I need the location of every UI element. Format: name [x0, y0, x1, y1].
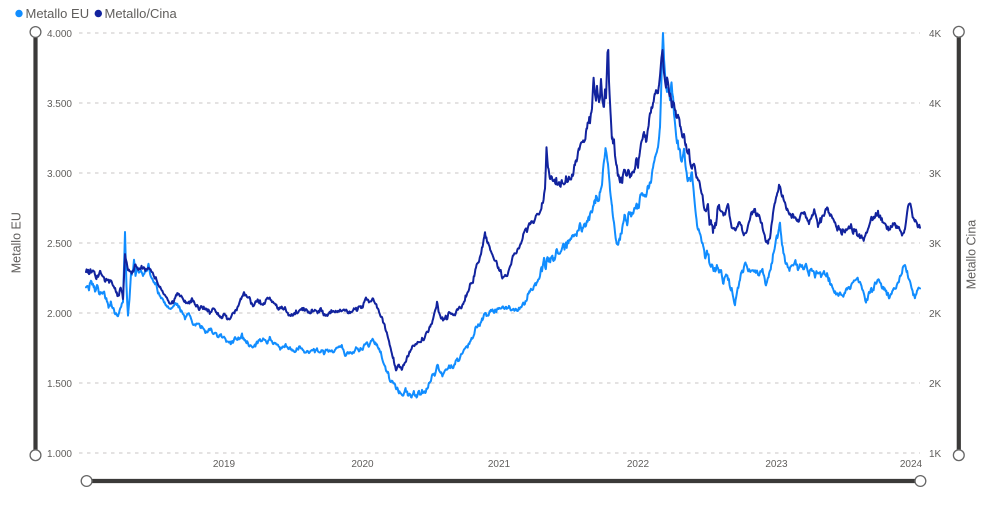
svg-text:2024: 2024 — [900, 459, 923, 470]
svg-text:4.000: 4.000 — [47, 29, 72, 40]
svg-text:Metallo Cina: Metallo Cina — [965, 220, 979, 290]
svg-text:2K: 2K — [929, 379, 942, 390]
svg-text:Metallo/Cina: Metallo/Cina — [105, 6, 178, 21]
svg-text:3K: 3K — [929, 169, 942, 180]
svg-text:2K: 2K — [929, 309, 942, 320]
svg-text:2019: 2019 — [213, 459, 236, 470]
svg-text:4K: 4K — [929, 99, 942, 110]
svg-text:1.000: 1.000 — [47, 449, 72, 460]
svg-text:2020: 2020 — [351, 459, 374, 470]
svg-text:1K: 1K — [929, 449, 942, 460]
svg-text:1.500: 1.500 — [47, 379, 72, 390]
svg-text:3K: 3K — [929, 239, 942, 250]
svg-text:2.000: 2.000 — [47, 309, 72, 320]
svg-text:3.500: 3.500 — [47, 99, 72, 110]
svg-text:Metallo EU: Metallo EU — [26, 6, 90, 21]
svg-text:Metallo EU: Metallo EU — [9, 212, 23, 273]
svg-text:2021: 2021 — [488, 459, 511, 470]
svg-text:2.500: 2.500 — [47, 239, 72, 250]
svg-text:3.000: 3.000 — [47, 169, 72, 180]
svg-text:2023: 2023 — [765, 459, 788, 470]
svg-text:4K: 4K — [929, 29, 942, 40]
svg-text:2022: 2022 — [627, 459, 650, 470]
